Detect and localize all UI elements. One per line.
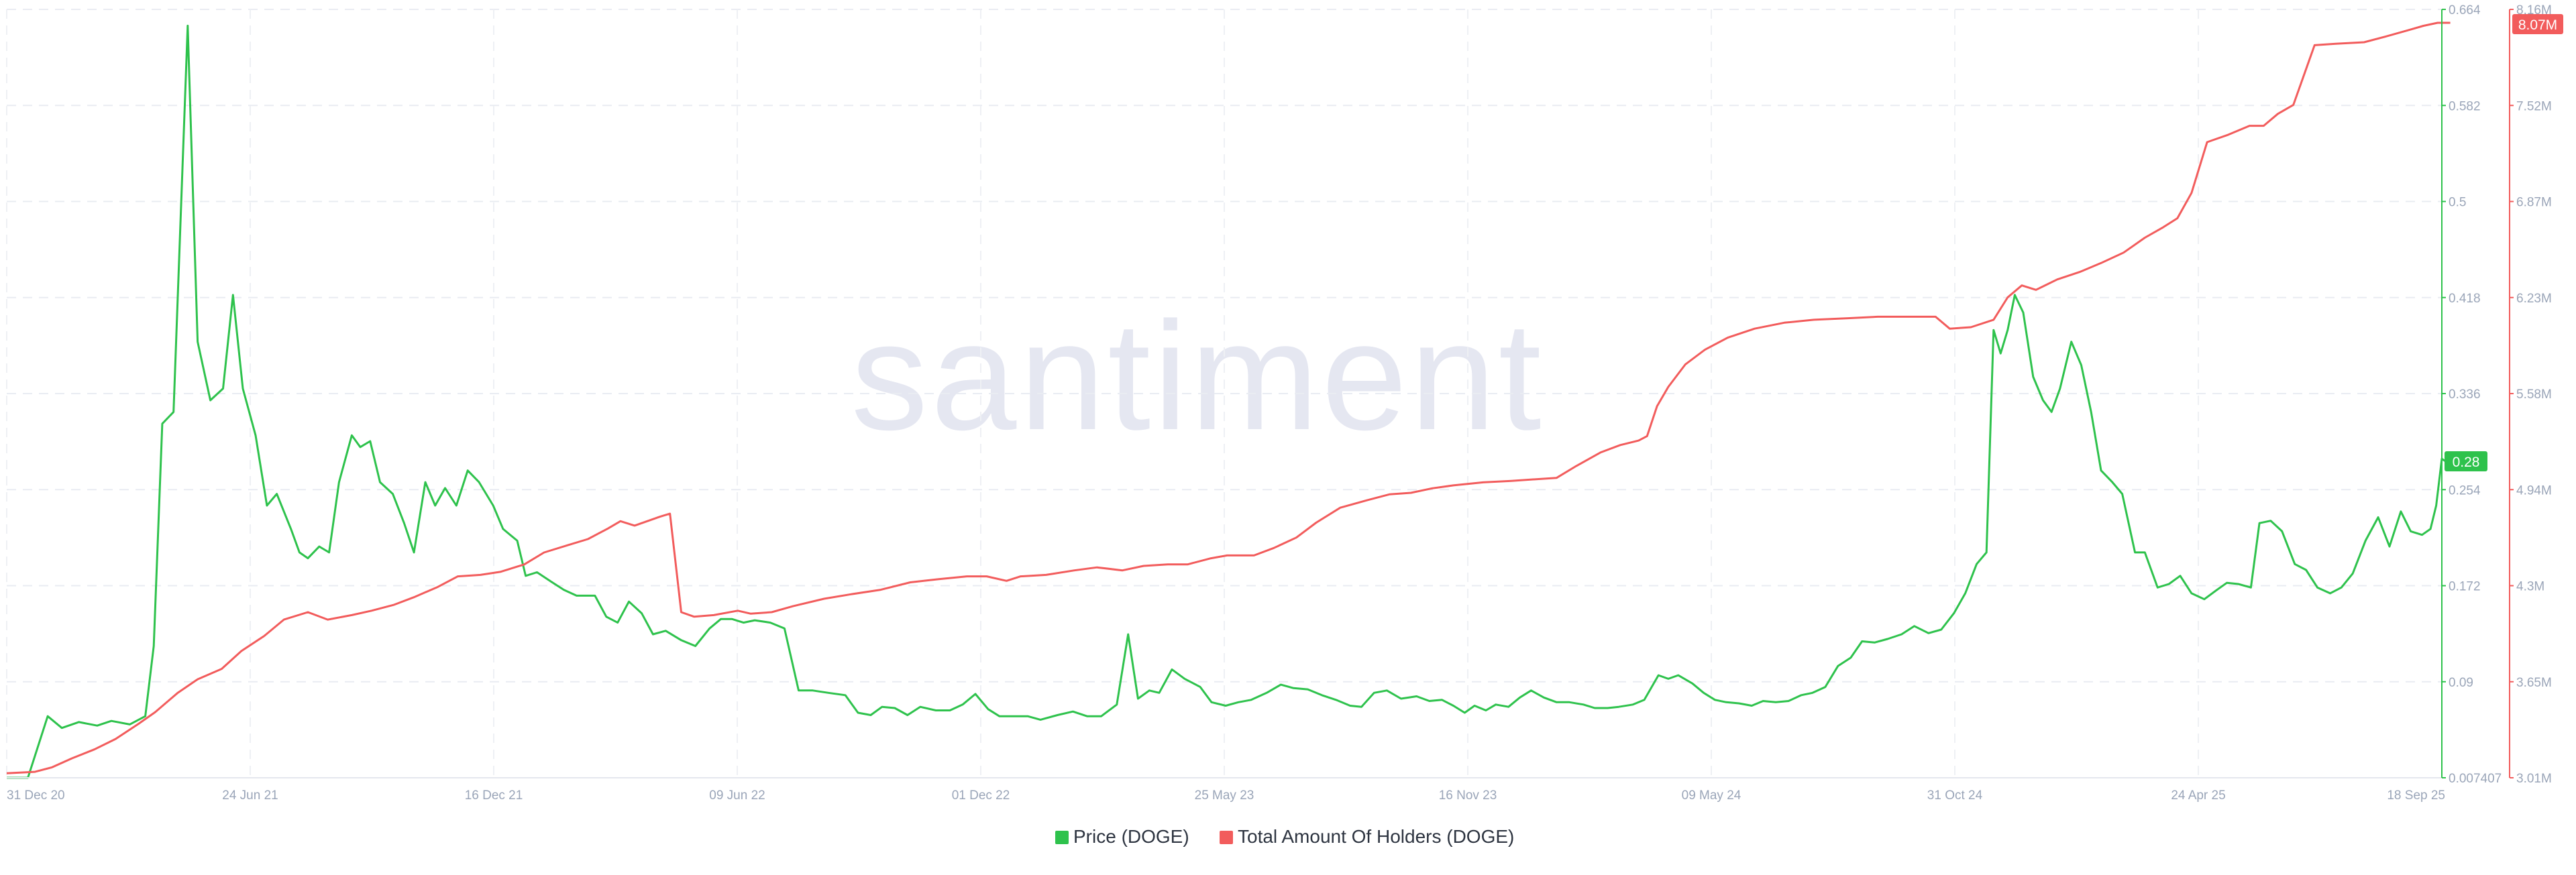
price-series-line[interactable] <box>7 24 2451 779</box>
legend-item[interactable]: Total Amount Of Holders (DOGE) <box>1220 826 1514 847</box>
axes: 31 Dec 20 24 Jun 21 16 Dec 21 09 Jun 22 01 D… <box>7 3 2563 803</box>
holders-tick-label: 3.65M <box>2516 676 2552 690</box>
x-tick-label: 24 Apr 25 <box>2171 789 2225 803</box>
holders-tick-label: 5.58M <box>2516 388 2552 402</box>
holders-tick-label: 7.52M <box>2516 99 2552 113</box>
price-tick-label: 0.582 <box>2449 99 2481 113</box>
legend-label: Price (DOGE) <box>1073 826 1189 847</box>
holders-current-badge: 8.07M <box>2512 14 2563 35</box>
holders-tick-label: 6.23M <box>2516 292 2552 306</box>
x-tick-label: 24 Jun 21 <box>222 789 278 803</box>
price-current-badge: 0.28 <box>2445 451 2487 471</box>
legend-item[interactable]: Price (DOGE) <box>1055 826 1189 847</box>
x-tick-label: 31 Dec 20 <box>7 789 65 803</box>
x-tick-label: 09 Jun 22 <box>709 789 765 803</box>
holders-tick-label: 8.16M <box>2516 3 2552 17</box>
holders-current-badge-text: 8.07M <box>2518 17 2557 33</box>
x-tick-label: 16 Dec 21 <box>465 789 523 803</box>
holders-tick-label: 3.01M <box>2516 772 2552 786</box>
price-tick-label: 0.172 <box>2449 580 2481 594</box>
price-tick-label: 0.007407 <box>2449 772 2502 786</box>
holders-tick-label: 4.3M <box>2516 580 2544 594</box>
price-tick-label: 0.254 <box>2449 483 2481 498</box>
holders-tick-label: 6.87M <box>2516 196 2552 210</box>
legend-swatch <box>1055 831 1069 844</box>
legend-label: Total Amount Of Holders (DOGE) <box>1238 826 1514 847</box>
price-tick-label: 0.418 <box>2449 292 2481 306</box>
x-tick-label: 31 Oct 24 <box>1927 789 1983 803</box>
price-tick-label: 0.336 <box>2449 388 2481 402</box>
x-tick-label: 18 Sep 25 <box>2387 789 2445 803</box>
price-current-badge-text: 0.28 <box>2453 455 2480 470</box>
x-tick-label: 01 Dec 22 <box>952 789 1010 803</box>
legend-swatch <box>1220 831 1233 844</box>
santiment-watermark: santiment <box>851 290 1544 462</box>
price-tick-label: 0.5 <box>2449 196 2466 210</box>
legend: Price (DOGE) Total Amount Of Holders (DOG… <box>1055 826 1514 847</box>
holders-tick-label: 4.94M <box>2516 483 2552 498</box>
x-tick-label: 16 Nov 23 <box>1439 789 1497 803</box>
x-tick-label: 25 May 23 <box>1195 789 1254 803</box>
price-tick-label: 0.09 <box>2449 676 2473 690</box>
series-lines <box>6 21 2451 779</box>
holders-series-line[interactable] <box>6 21 2451 774</box>
x-tick-label: 09 May 24 <box>1682 789 1741 803</box>
price-tick-label: 0.664 <box>2449 3 2481 17</box>
